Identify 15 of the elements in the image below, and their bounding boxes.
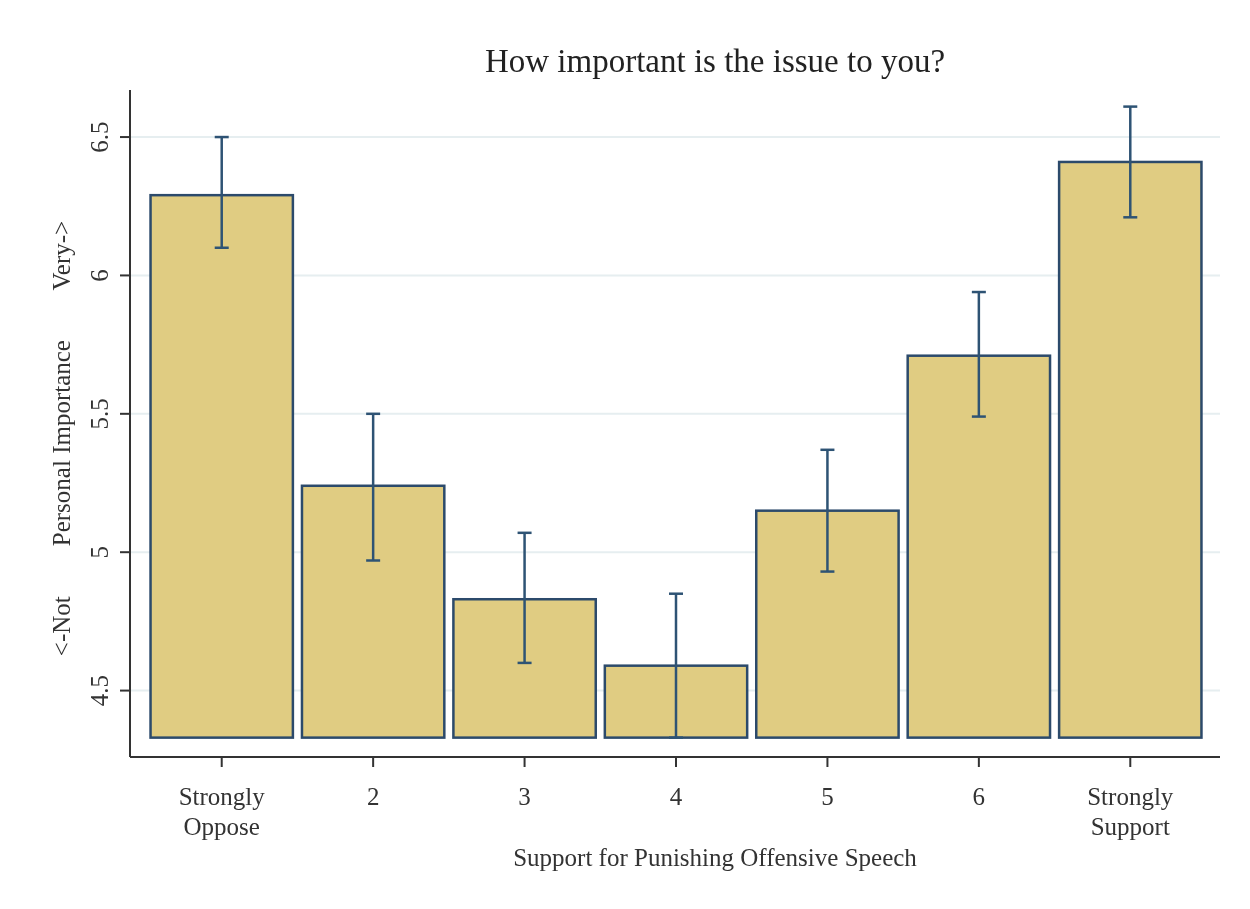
- x-tick-label: 2: [366, 783, 380, 810]
- x-axis-title: Support for Punishing Offensive Speech: [513, 844, 918, 871]
- y-tick-label: 5.5: [86, 398, 113, 430]
- x-tick-label: 3: [518, 783, 531, 810]
- y-tick-label: 6.5: [86, 121, 113, 153]
- y-axis-title: <-Not Personal Importance Very->: [48, 220, 75, 657]
- y-tick-label: 4.5: [86, 674, 113, 707]
- x-tick-label: Strongly Support: [1087, 783, 1174, 840]
- x-tick-label: 4: [669, 783, 683, 810]
- y-tick-label: 6: [86, 269, 113, 282]
- x-tick-label: Strongly Oppose: [178, 783, 266, 840]
- chart-title: How important is the issue to you?: [484, 43, 946, 79]
- x-tick-label: 6: [972, 783, 986, 810]
- y-tick-label: 5: [86, 545, 113, 559]
- x-tick-label: 5: [821, 783, 834, 810]
